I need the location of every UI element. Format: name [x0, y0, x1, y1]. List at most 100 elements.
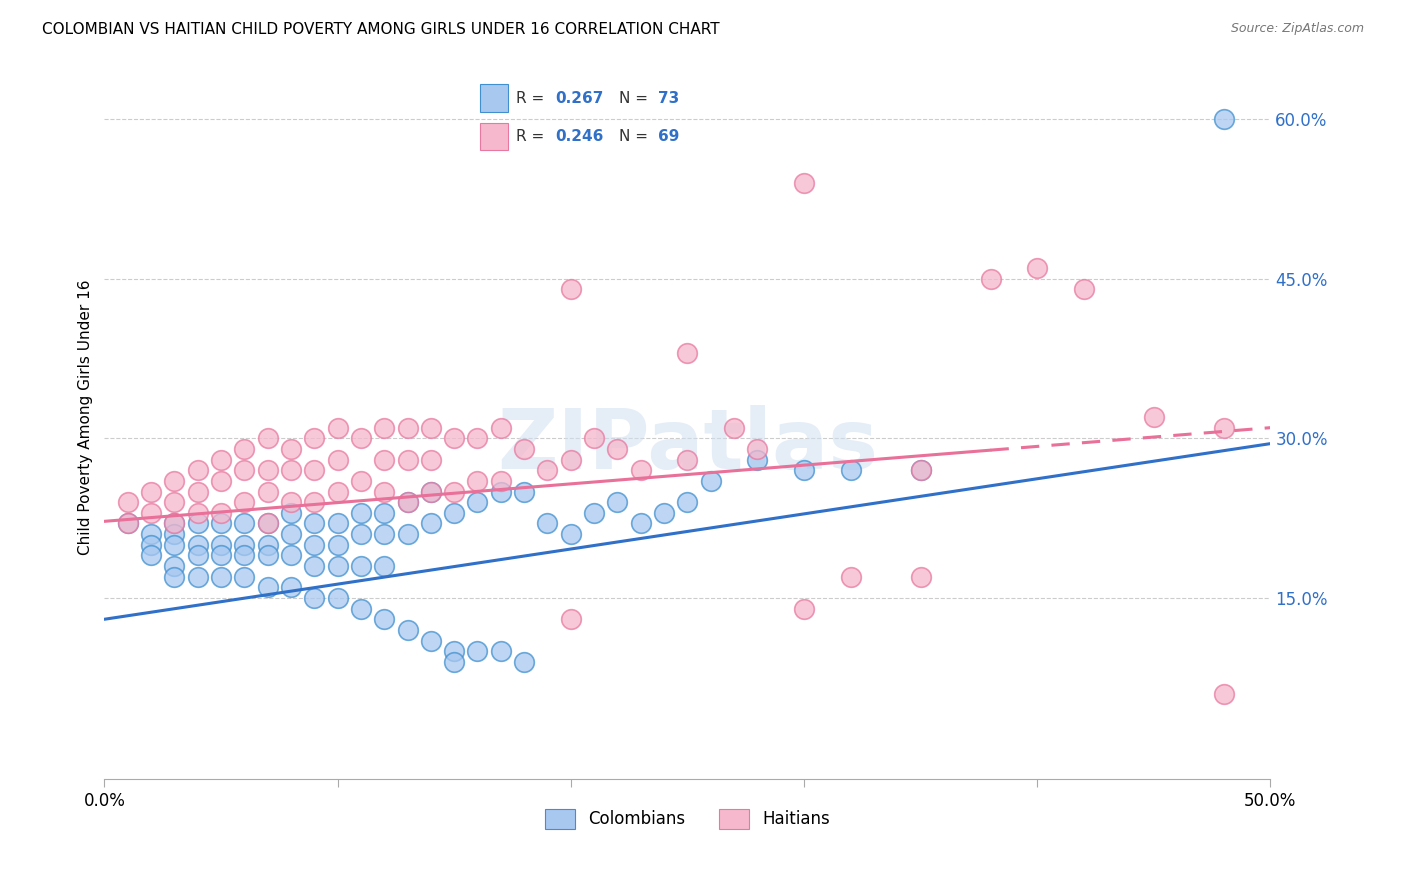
Point	[419, 452, 441, 467]
Point	[233, 442, 256, 456]
Point	[980, 271, 1002, 285]
Point	[209, 516, 232, 531]
Point	[187, 538, 209, 552]
Point	[793, 601, 815, 615]
Point	[513, 655, 536, 669]
Point	[163, 538, 186, 552]
Point	[443, 655, 465, 669]
Point	[256, 463, 278, 477]
Point	[280, 549, 302, 563]
Point	[443, 506, 465, 520]
Point	[560, 527, 582, 541]
Point	[1212, 112, 1234, 126]
Point	[187, 570, 209, 584]
Point	[187, 484, 209, 499]
Point	[139, 506, 162, 520]
Point	[256, 484, 278, 499]
Point	[280, 495, 302, 509]
Point	[326, 516, 349, 531]
Point	[256, 549, 278, 563]
Point	[1143, 410, 1166, 425]
Point	[373, 527, 395, 541]
Point	[489, 484, 512, 499]
Point	[326, 452, 349, 467]
Point	[443, 431, 465, 445]
Point	[350, 559, 373, 574]
Point	[256, 431, 278, 445]
Point	[373, 506, 395, 520]
Point	[583, 431, 606, 445]
Point	[326, 591, 349, 605]
Point	[443, 644, 465, 658]
Point	[373, 452, 395, 467]
Point	[233, 538, 256, 552]
Point	[350, 506, 373, 520]
Point	[187, 516, 209, 531]
Text: Source: ZipAtlas.com: Source: ZipAtlas.com	[1230, 22, 1364, 36]
Point	[467, 495, 489, 509]
Point	[280, 527, 302, 541]
Point	[747, 452, 769, 467]
Point	[209, 452, 232, 467]
Point	[304, 431, 326, 445]
Point	[280, 580, 302, 594]
Point	[560, 452, 582, 467]
Point	[1073, 282, 1095, 296]
Point	[467, 644, 489, 658]
Point	[373, 559, 395, 574]
Point	[793, 176, 815, 190]
Point	[699, 474, 721, 488]
Point	[304, 559, 326, 574]
Point	[396, 527, 419, 541]
Point	[117, 495, 139, 509]
Point	[419, 484, 441, 499]
Point	[304, 516, 326, 531]
Y-axis label: Child Poverty Among Girls Under 16: Child Poverty Among Girls Under 16	[79, 279, 93, 555]
Point	[1212, 687, 1234, 701]
Point	[606, 495, 628, 509]
Point	[676, 346, 699, 360]
Point	[676, 452, 699, 467]
Point	[652, 506, 675, 520]
Point	[443, 484, 465, 499]
Point	[1026, 260, 1049, 275]
Point	[117, 516, 139, 531]
Point	[233, 516, 256, 531]
Point	[793, 463, 815, 477]
Point	[536, 516, 558, 531]
Point	[676, 495, 699, 509]
Point	[583, 506, 606, 520]
Point	[280, 442, 302, 456]
Point	[304, 591, 326, 605]
Point	[630, 463, 652, 477]
Point	[163, 570, 186, 584]
Point	[209, 474, 232, 488]
Point	[187, 463, 209, 477]
Point	[209, 538, 232, 552]
Point	[910, 570, 932, 584]
Point	[209, 506, 232, 520]
Text: ZIPatlas: ZIPatlas	[496, 406, 877, 486]
Point	[163, 527, 186, 541]
Point	[233, 463, 256, 477]
Point	[256, 516, 278, 531]
Point	[513, 484, 536, 499]
Point	[396, 420, 419, 434]
Point	[419, 516, 441, 531]
Point	[163, 516, 186, 531]
Point	[467, 431, 489, 445]
Point	[326, 559, 349, 574]
Point	[326, 484, 349, 499]
Point	[350, 601, 373, 615]
Point	[117, 516, 139, 531]
Point	[396, 623, 419, 637]
Point	[163, 495, 186, 509]
Point	[419, 484, 441, 499]
Point	[489, 474, 512, 488]
Point	[256, 538, 278, 552]
Point	[209, 570, 232, 584]
Point	[163, 516, 186, 531]
Point	[606, 442, 628, 456]
Point	[350, 431, 373, 445]
Point	[326, 420, 349, 434]
